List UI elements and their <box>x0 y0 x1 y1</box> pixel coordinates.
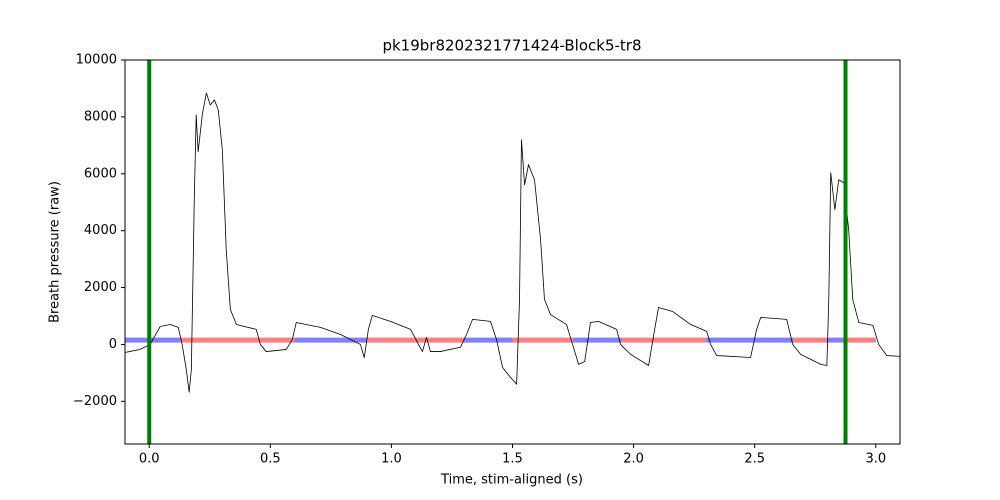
x-tick-label: 1.0 <box>381 452 402 467</box>
chart-title: pk19br8202321771424-Block5-tr8 <box>382 37 641 55</box>
x-tick-label: 3.0 <box>865 452 886 467</box>
x-tick-label: 0.5 <box>260 452 281 467</box>
pressure-line <box>125 92 900 393</box>
x-tick-label: 0.0 <box>139 452 160 467</box>
y-tick-label: 2000 <box>84 280 117 295</box>
x-tick-label: 2.0 <box>623 452 644 467</box>
y-tick-label: 0 <box>109 337 117 352</box>
axes-frame <box>124 59 901 445</box>
y-tick-label: 6000 <box>84 166 117 181</box>
x-tick-label: 2.5 <box>744 452 765 467</box>
y-axis-label: Breath pressure (raw) <box>48 181 63 323</box>
y-tick-label: 8000 <box>84 109 117 124</box>
y-tick-label: −2000 <box>73 394 117 409</box>
x-tick-label: 1.5 <box>502 452 523 467</box>
y-tick-label: 10000 <box>76 53 117 68</box>
x-axis-label: Time, stim-aligned (s) <box>440 473 583 488</box>
y-tick-label: 4000 <box>84 223 117 238</box>
